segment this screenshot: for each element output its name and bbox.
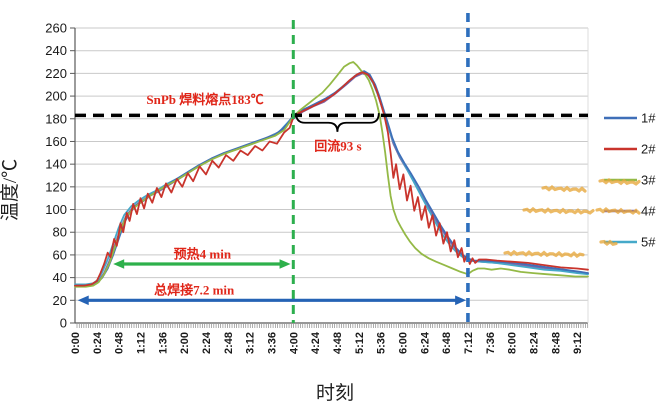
- y-tick-label: 60: [53, 247, 67, 262]
- annotation-labels: SnPb 焊料熔点183℃ 预热4 min 总焊接7.2 min 回流93 s: [146, 92, 361, 298]
- arrowhead-right: [455, 295, 467, 306]
- x-tick-label: 7:12: [463, 332, 475, 354]
- x-tick-label: 8:24: [528, 331, 540, 354]
- y-tick-label: 20: [53, 293, 67, 308]
- x-tick-label: 2:24: [201, 331, 213, 354]
- series-line-2#: [74, 71, 589, 287]
- scan-artifact: [503, 249, 585, 259]
- y-tick-label: 240: [45, 43, 67, 58]
- y-tick-label: 120: [45, 179, 67, 194]
- x-tick-label: 1:36: [157, 332, 169, 354]
- scan-artifact: [541, 185, 587, 193]
- legend-label-5#: 5#: [641, 235, 656, 250]
- x-tick-label: 3:36: [266, 332, 278, 354]
- y-tick-label: 200: [45, 89, 67, 104]
- x-tick-label: 6:24: [419, 331, 431, 354]
- y-tick-label: 40: [53, 270, 67, 285]
- x-tick-label: 4:24: [310, 331, 322, 354]
- duration-arrows: [77, 259, 467, 306]
- x-tick-label: 6:00: [397, 332, 409, 354]
- duration-arrow-label-0: 预热4 min: [174, 246, 232, 261]
- x-tick-label: 1:12: [135, 332, 147, 354]
- melting-point-label: SnPb 焊料熔点183℃: [146, 92, 263, 107]
- x-tick-label: 2:00: [179, 332, 191, 354]
- arrowhead-left: [113, 259, 125, 269]
- x-tick-label: 8:00: [507, 332, 519, 354]
- y-tick-label: 0: [60, 316, 67, 331]
- x-tick-label: 6:48: [441, 332, 453, 354]
- y-tick-label: 260: [45, 21, 67, 36]
- duration-arrow-label-1: 总焊接7.2 min: [154, 283, 235, 298]
- x-tick-label: 4:48: [332, 332, 344, 354]
- y-tick-labels: 0 20 40 60 80 100 120 140 160 180 200 220 240 260: [45, 21, 67, 331]
- scan-artifact: [599, 239, 618, 247]
- x-minor-ticks: [76, 324, 589, 328]
- legend-label-3#: 3#: [641, 173, 656, 188]
- axes: [70, 27, 76, 324]
- legend-label-1#: 1#: [641, 111, 656, 126]
- series-line-3#: [74, 61, 589, 288]
- x-tick-label: 3:12: [245, 332, 257, 354]
- y-axis-title: 温度/℃: [0, 159, 21, 221]
- reflow-duration-label: 回流93 s: [314, 139, 361, 154]
- y-tick-label: 180: [45, 111, 67, 126]
- x-tick-label: 7:36: [485, 332, 497, 354]
- arrowhead-left: [77, 295, 89, 306]
- x-tick-label: 5:12: [354, 332, 366, 354]
- scan-artifact-marks: [503, 178, 641, 259]
- series-lines: [74, 61, 589, 288]
- x-tick-label: 2:48: [223, 332, 235, 354]
- x-axis-title: 时刻: [316, 382, 354, 404]
- reflow-brace: [295, 113, 380, 132]
- x-tick-label: 0:00: [70, 332, 82, 354]
- scan-artifact: [598, 178, 641, 186]
- legend-label-4#: 4#: [641, 204, 656, 219]
- x-tick-label: 0:24: [92, 331, 104, 354]
- y-tick-label: 140: [45, 157, 67, 172]
- y-tick-label: 100: [45, 202, 67, 217]
- legend: 1# 2# 3# 4# 5#: [604, 111, 656, 250]
- reflow-brace-path: [295, 113, 380, 132]
- y-tick-label: 160: [45, 134, 67, 149]
- y-tick-label: 220: [45, 66, 67, 81]
- x-tick-labels: 0:00 0:24 0:48 1:12 1:36 2:00 2:24 2:48 3:12 3:36…: [70, 331, 584, 354]
- x-tick-label: 8:48: [550, 332, 562, 354]
- x-tick-label: 0:48: [114, 332, 126, 354]
- arrowhead-right: [279, 259, 291, 269]
- x-tick-label: 9:12: [572, 332, 584, 354]
- x-tick-label: 5:36: [376, 332, 388, 354]
- phase-boundary-lines: [291, 13, 470, 323]
- scan-artifact: [522, 206, 595, 215]
- legend-label-2#: 2#: [641, 142, 656, 157]
- y-tick-label: 80: [53, 225, 67, 240]
- scan-artifact: [595, 207, 641, 215]
- x-tick-label: 4:00: [288, 332, 300, 354]
- gridlines: [75, 27, 589, 324]
